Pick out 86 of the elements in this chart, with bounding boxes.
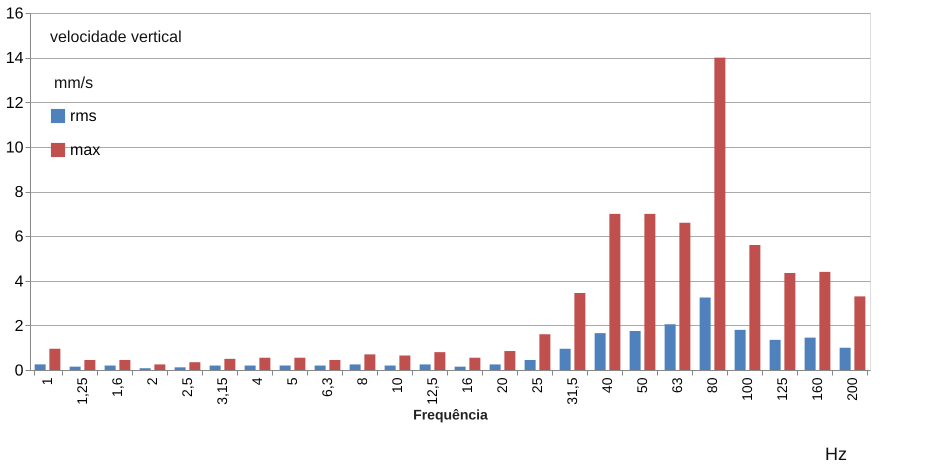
legend-label: max (70, 142, 100, 159)
x-tick-label: 1,6 (109, 377, 125, 397)
x-tick-label: 80 (704, 377, 720, 394)
bar (840, 348, 851, 370)
x-tick-label: 12,5 (424, 377, 440, 405)
x-tick-label: 40 (599, 377, 615, 394)
x-tick-label: 63 (669, 377, 685, 394)
text: Hz (825, 444, 847, 464)
x-tick-label: 1,25 (74, 377, 90, 405)
y-tick-label: 4 (14, 273, 24, 290)
x-axis-title: Frequência (413, 406, 488, 423)
x-tick-label: 8 (354, 377, 370, 386)
annotation: velocidade vertical (50, 29, 182, 46)
bar (749, 245, 760, 370)
bar (420, 364, 431, 370)
bar (244, 366, 256, 370)
x-tick-label: 5 (284, 377, 300, 386)
x-tick-label: 20 (494, 377, 510, 394)
bar (174, 367, 186, 370)
bar (469, 358, 480, 370)
legend-label: rms (70, 108, 97, 125)
bar (189, 362, 200, 370)
y-tick-label: 16 (6, 6, 24, 22)
bar (664, 324, 676, 370)
bar (700, 297, 711, 370)
bar (854, 296, 866, 370)
bar (804, 338, 816, 370)
bar (350, 364, 361, 370)
y-tick-label: 8 (14, 184, 24, 201)
bar (434, 352, 446, 370)
y-tick-label: 14 (6, 50, 24, 68)
bar (314, 366, 326, 370)
bar (224, 358, 236, 370)
bar (34, 364, 46, 370)
bar (364, 354, 376, 370)
x-tick-label: 2 (144, 377, 160, 386)
x-tick-label: 25 (529, 377, 545, 394)
x-tick-label: 160 (809, 377, 825, 401)
bar (119, 360, 130, 370)
bar (679, 222, 690, 370)
bar (594, 333, 606, 370)
bar (280, 366, 291, 370)
bar (714, 58, 726, 370)
x-tick-label: 1 (39, 377, 55, 386)
bar (819, 272, 830, 370)
y-tick-label: 2 (14, 318, 24, 335)
x-tick-label: 50 (634, 377, 650, 394)
bar (490, 364, 501, 370)
bar (734, 330, 746, 370)
bar (560, 348, 571, 370)
x-tick-label: 16 (459, 377, 475, 394)
bar (84, 360, 96, 370)
bar (329, 360, 340, 370)
x-tick-label: 3,15 (214, 377, 230, 405)
x-tick-label: 200 (844, 377, 860, 401)
annotation: mm/s (54, 75, 94, 92)
x-tick-label: 4 (249, 377, 265, 386)
bar (384, 366, 396, 370)
bar (644, 214, 656, 370)
bar (539, 334, 550, 370)
x-tick-label: 31,5 (564, 377, 580, 405)
bar (399, 355, 410, 370)
bar (154, 364, 166, 370)
x-tick-label: 6,3 (319, 377, 335, 397)
bar (574, 293, 586, 370)
x-tick-label: 2,5 (179, 377, 195, 397)
y-tick-label: 6 (14, 228, 24, 246)
x-tick-label: 10 (389, 377, 405, 394)
bar (609, 214, 620, 370)
bar (104, 366, 116, 370)
y-tick-label: 0 (14, 362, 24, 380)
bar (784, 272, 796, 370)
x-tick-label: 100 (739, 377, 755, 401)
bar (259, 358, 270, 370)
bar (70, 366, 81, 370)
bar (210, 366, 221, 370)
bar (49, 348, 60, 370)
bar (524, 360, 536, 370)
x-tick-label: 125 (774, 377, 790, 401)
y-tick-label: 10 (6, 139, 24, 156)
bar (454, 366, 466, 370)
bar (504, 351, 516, 370)
bar (630, 330, 641, 370)
bar (770, 340, 781, 370)
bar (294, 358, 306, 370)
y-tick-label: 12 (6, 94, 24, 112)
